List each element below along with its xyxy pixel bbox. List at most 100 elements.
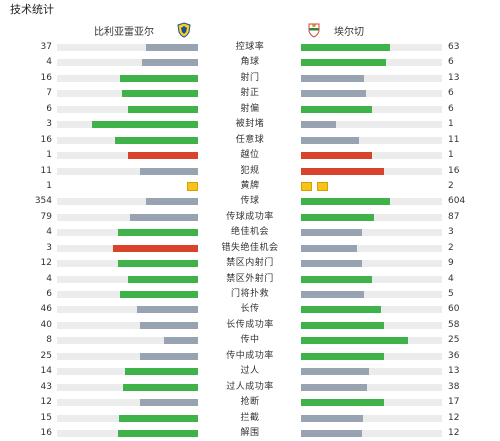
stat-label: 长传 <box>240 304 260 315</box>
home-stat-bar-track <box>57 337 198 345</box>
home-stat-bar-track <box>57 136 198 144</box>
away-stat-value: 13 <box>448 72 460 83</box>
home-stat-value: 46 <box>40 304 52 315</box>
away-stat-bar <box>301 44 390 51</box>
away-stat-value: 5 <box>448 289 454 299</box>
away-stat-bar <box>301 291 365 298</box>
stat-label: 任意球 <box>235 134 265 145</box>
away-stat-bar-track <box>301 275 442 283</box>
stat-row: 1 越位 1 <box>0 148 500 163</box>
home-stat-value: 16 <box>40 427 52 438</box>
stat-row: 25 传中成功率 36 <box>0 349 500 364</box>
away-stat-bar-track <box>301 399 442 407</box>
away-stat-bar <box>301 275 372 283</box>
home-stat-value: 1 <box>46 180 52 191</box>
away-stat-value: 604 <box>448 196 466 207</box>
stat-label: 过人成功率 <box>226 381 274 392</box>
away-stat-value: 2 <box>448 242 454 253</box>
stat-label: 过人 <box>240 366 260 377</box>
home-stat-value: 16 <box>40 72 52 83</box>
yellow-card-icon <box>187 181 198 191</box>
home-stat-value: 6 <box>46 103 52 114</box>
away-stat-bar <box>301 74 365 82</box>
home-team-name: 比利亚雷亚尔 <box>94 27 154 38</box>
away-stat-value: 60 <box>448 304 460 315</box>
home-stat-bar <box>137 306 198 314</box>
away-stat-bar <box>301 136 359 144</box>
away-stat-bar-track <box>301 152 442 160</box>
away-stat-bar-track <box>301 306 442 314</box>
stat-row: 3 错失绝佳机会 2 <box>0 241 500 256</box>
home-stat-value: 15 <box>40 412 52 423</box>
home-stat-bar-track <box>57 352 198 360</box>
yellow-card-icon <box>301 181 312 191</box>
away-stat-bar <box>301 352 385 360</box>
stat-row: 4 禁区外射门 4 <box>0 272 500 287</box>
home-stat-bar-track <box>57 59 198 67</box>
yellow-card-icon <box>317 181 328 191</box>
home-stat-value: 12 <box>40 258 52 269</box>
home-stat-bar <box>164 337 198 345</box>
home-stat-bar-track <box>57 121 198 129</box>
away-stat-bar-track <box>301 321 442 329</box>
home-stat-value: 79 <box>40 211 52 222</box>
stat-row: 37 控球率 63 <box>0 40 500 55</box>
stat-row: 6 门将扑救 5 <box>0 287 500 302</box>
stat-row: 16 射门 13 <box>0 71 500 86</box>
away-stat-bar <box>301 59 386 67</box>
home-stat-bar <box>140 352 198 360</box>
away-stat-bar <box>301 198 390 206</box>
away-stat-bar-track <box>301 90 442 98</box>
stat-row: 12 禁区内射门 9 <box>0 256 500 271</box>
away-stat-bar <box>301 321 385 329</box>
away-stat-bar-track <box>301 414 442 422</box>
home-stat-value: 3 <box>46 119 52 130</box>
away-stat-bar-track <box>301 337 442 345</box>
away-stat-bar-track <box>301 352 442 360</box>
away-stat-bar-track <box>301 244 442 252</box>
away-stat-bar-track <box>301 167 442 175</box>
away-stat-value: 6 <box>448 103 454 114</box>
stat-row: 1 黄牌 2 <box>0 179 500 194</box>
stat-label: 射正 <box>240 88 260 99</box>
stat-label: 解围 <box>240 427 260 438</box>
home-stat-bar <box>121 90 198 98</box>
stat-label: 门将扑救 <box>230 289 269 299</box>
away-stat-bar-track <box>301 105 442 113</box>
stat-label: 越位 <box>240 150 260 161</box>
home-stat-value: 4 <box>46 227 52 238</box>
home-stat-value: 25 <box>40 350 52 361</box>
home-stat-value: 37 <box>40 42 52 52</box>
home-stat-bar-track <box>57 275 198 283</box>
home-stat-bar-track <box>57 306 198 314</box>
home-stat-bar <box>145 198 198 206</box>
away-stat-bar-track <box>301 121 442 129</box>
stat-label: 传球 <box>240 196 260 207</box>
stat-row: 7 射正 6 <box>0 86 500 101</box>
away-stat-value: 16 <box>448 165 460 176</box>
home-stat-bar <box>145 44 198 51</box>
away-stat-value: 63 <box>448 42 460 52</box>
home-stat-bar-track <box>57 260 198 268</box>
home-stat-value: 4 <box>46 273 52 284</box>
stat-label: 控球率 <box>235 42 265 52</box>
home-stat-value: 354 <box>34 196 52 207</box>
stat-row: 4 绝佳机会 3 <box>0 225 500 240</box>
home-stat-bar-track <box>57 105 198 113</box>
away-stat-value: 1 <box>448 150 454 161</box>
away-stat-bar <box>301 90 366 98</box>
home-stat-bar <box>127 275 198 283</box>
home-stat-bar-track <box>57 229 198 237</box>
home-stat-bar-track <box>57 321 198 329</box>
stat-label: 长传成功率 <box>226 319 274 330</box>
home-stat-bar-track <box>57 74 198 82</box>
stat-label: 被封堵 <box>235 119 265 130</box>
away-stat-bar <box>301 260 362 268</box>
stat-label: 绝佳机会 <box>230 227 269 238</box>
home-stat-bar-track <box>57 90 198 98</box>
home-stat-value: 16 <box>40 134 52 145</box>
away-stat-bar <box>301 229 362 237</box>
away-stat-value: 58 <box>448 319 460 330</box>
home-stat-bar <box>127 152 198 160</box>
stat-label: 传中成功率 <box>226 350 274 361</box>
